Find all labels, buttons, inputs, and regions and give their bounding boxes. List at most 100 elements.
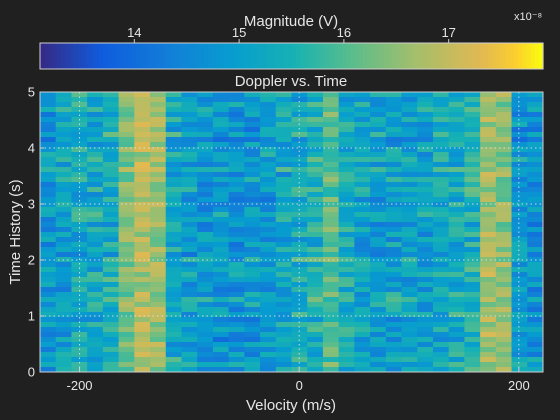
heatmap-cell — [432, 192, 450, 198]
heatmap-cell — [197, 367, 214, 373]
colorbar-segment — [178, 43, 184, 69]
heatmap-cell — [102, 337, 119, 343]
heatmap-cell — [87, 332, 104, 338]
heatmap-cell — [260, 292, 277, 298]
heatmap-cell — [275, 292, 292, 298]
heatmap-cell — [165, 112, 182, 118]
heatmap-cell — [307, 207, 324, 213]
heatmap-cell — [464, 127, 481, 133]
heatmap-cell — [495, 107, 512, 113]
heatmap-cell — [181, 362, 198, 368]
heatmap-cell — [150, 107, 167, 113]
heatmap-cell — [118, 347, 135, 353]
heatmap-cell — [40, 317, 57, 323]
heatmap-cell — [511, 92, 528, 98]
heatmap-cell — [134, 287, 151, 293]
heatmap-cell — [102, 92, 119, 98]
heatmap-cell — [197, 102, 214, 108]
heatmap-cell — [181, 142, 198, 148]
heatmap-cell — [448, 227, 465, 233]
heatmap-cell — [385, 187, 402, 193]
heatmap-cell — [464, 152, 481, 158]
heatmap-cell — [118, 212, 135, 218]
heatmap-cell — [338, 292, 355, 298]
heatmap-cell — [527, 122, 544, 128]
heatmap-cell — [495, 367, 512, 373]
heatmap-cell — [244, 347, 261, 353]
heatmap-cell — [212, 367, 230, 373]
heatmap-cell — [370, 337, 387, 343]
heatmap-cell — [354, 232, 371, 238]
heatmap-cell — [55, 187, 72, 193]
heatmap-cell — [307, 117, 324, 123]
heatmap-cell — [118, 302, 135, 308]
heatmap-cell — [338, 112, 355, 118]
heatmap-cell — [338, 212, 355, 218]
heatmap-cell — [385, 142, 402, 148]
heatmap-cell — [385, 312, 402, 318]
heatmap-cell — [338, 217, 355, 223]
heatmap-cell — [87, 147, 104, 153]
heatmap-cell — [260, 202, 277, 208]
heatmap-cell — [448, 237, 465, 243]
heatmap-cell — [71, 267, 88, 273]
heatmap-cell — [307, 262, 324, 268]
heatmap-cell — [464, 337, 481, 343]
heatmap-cell — [432, 282, 450, 288]
heatmap-cell — [87, 202, 104, 208]
heatmap-cell — [527, 322, 544, 328]
y-tick-label: 0 — [28, 365, 35, 380]
heatmap-cell — [165, 272, 182, 278]
heatmap-cell — [370, 167, 387, 173]
heatmap-cell — [432, 187, 450, 193]
heatmap-cell — [260, 152, 277, 158]
heatmap-cell — [102, 127, 119, 133]
colorbar-segment — [396, 43, 402, 69]
heatmap-cell — [118, 227, 135, 233]
heatmap-cell — [417, 332, 434, 338]
heatmap-cell — [307, 337, 324, 343]
heatmap-cell — [165, 237, 182, 243]
heatmap-cell — [165, 357, 182, 363]
heatmap-cell — [181, 117, 198, 123]
heatmap-cell — [87, 172, 104, 178]
heatmap-cell — [354, 162, 371, 168]
heatmap-cell — [495, 172, 512, 178]
heatmap-cell — [448, 202, 465, 208]
heatmap-cell — [212, 292, 230, 298]
heatmap-cell — [527, 182, 544, 188]
heatmap-cell — [150, 232, 167, 238]
colorbar-segment — [111, 43, 117, 69]
heatmap-cell — [134, 162, 151, 168]
colorbar-segment — [488, 43, 494, 69]
heatmap-cell — [511, 137, 528, 143]
heatmap-cell — [275, 132, 292, 138]
heatmap-cell — [291, 102, 308, 108]
heatmap-cell — [385, 322, 402, 328]
heatmap-cell — [291, 317, 308, 323]
heatmap-cell — [432, 277, 450, 283]
heatmap-cell — [102, 277, 119, 283]
heatmap-cell — [417, 112, 434, 118]
heatmap-cell — [291, 232, 308, 238]
heatmap-cell — [275, 192, 292, 198]
heatmap-cell — [165, 282, 182, 288]
heatmap-cell — [370, 227, 387, 233]
heatmap-cell — [480, 307, 497, 313]
heatmap-cell — [40, 142, 57, 148]
heatmap-cell — [260, 257, 277, 263]
heatmap-cell — [401, 277, 418, 283]
heatmap-cell — [370, 107, 387, 113]
heatmap-cell — [511, 272, 528, 278]
heatmap-cell — [322, 197, 340, 203]
heatmap-cell — [322, 292, 340, 298]
heatmap-cell — [417, 292, 434, 298]
heatmap-cell — [71, 227, 88, 233]
heatmap-cell — [118, 127, 135, 133]
heatmap-cell — [197, 312, 214, 318]
heatmap-cell — [448, 267, 465, 273]
heatmap-cell — [150, 212, 167, 218]
heatmap-cell — [181, 282, 198, 288]
heatmap-cell — [181, 307, 198, 313]
heatmap-cell — [511, 177, 528, 183]
